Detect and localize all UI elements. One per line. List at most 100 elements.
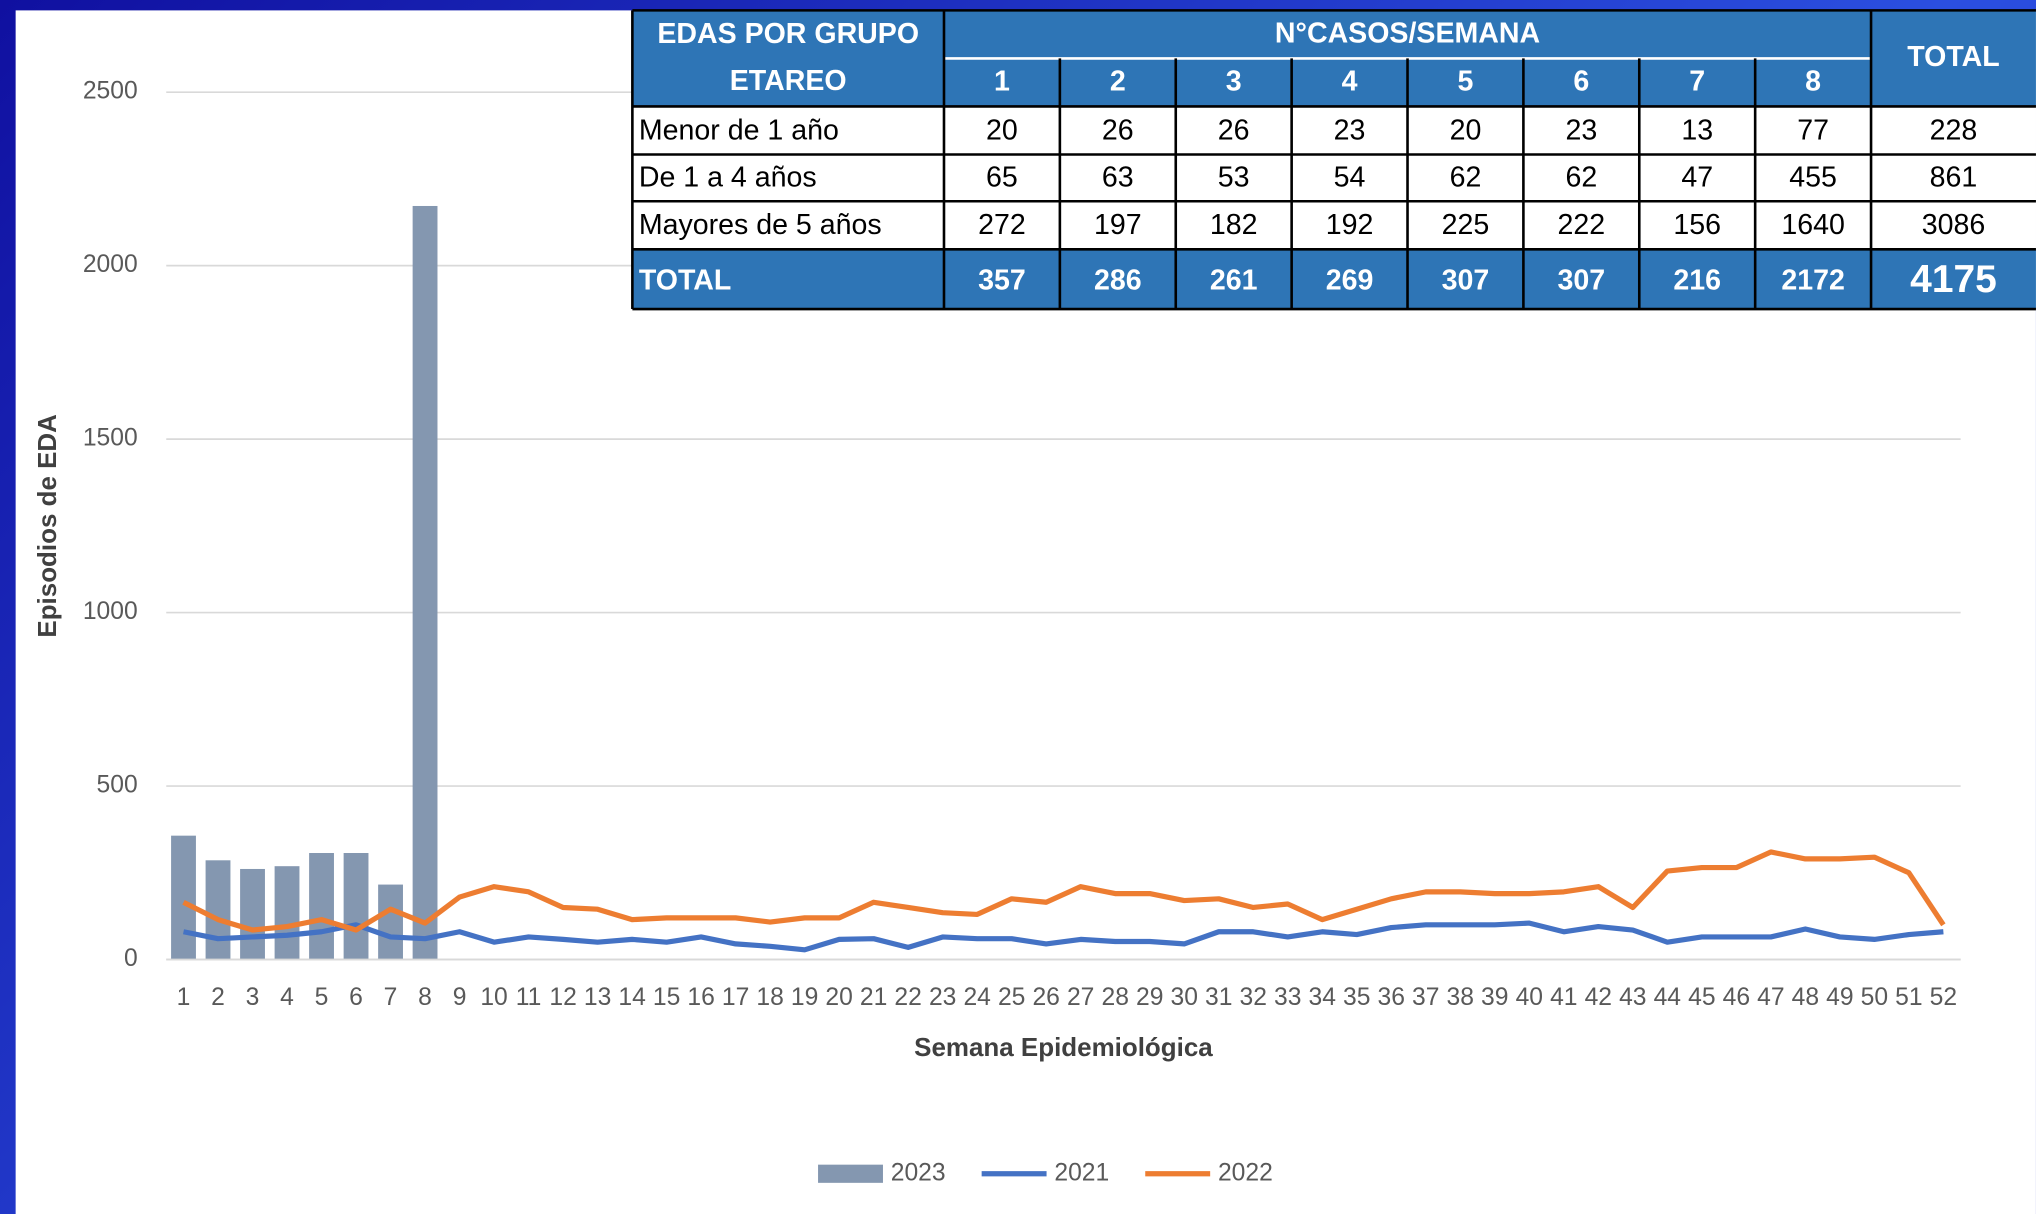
x-tick-label: 34	[1309, 984, 1336, 1011]
y-tick-label: 2000	[83, 251, 138, 278]
x-tick-label: 17	[722, 984, 749, 1011]
legend-swatch	[818, 1164, 883, 1183]
table-cell: 65	[986, 162, 1018, 194]
table-total-cell: 4175	[1910, 258, 1997, 301]
x-tick-label: 39	[1481, 984, 1508, 1011]
table-week: 6	[1573, 66, 1589, 98]
y-tick-label: 500	[97, 772, 138, 799]
x-tick-label: 49	[1826, 984, 1853, 1011]
table-cell: 3086	[1922, 209, 1986, 241]
table-total-cell: 286	[1094, 264, 1142, 296]
legend-label: 2023	[891, 1159, 946, 1186]
x-tick-label: 30	[1171, 984, 1198, 1011]
table-cell: 156	[1673, 209, 1721, 241]
x-tick-label: 50	[1861, 984, 1888, 1011]
table-week: 4	[1342, 66, 1358, 98]
table-cell: 861	[1930, 162, 1978, 194]
y-tick-label: 0	[124, 945, 138, 972]
bar	[412, 205, 438, 960]
bar	[240, 868, 265, 960]
x-tick-label: 6	[349, 984, 363, 1011]
table-cell: 23	[1334, 114, 1366, 146]
x-tick-label: 21	[860, 984, 887, 1011]
table-cell: 26	[1218, 114, 1250, 146]
x-tick-label: 41	[1550, 984, 1577, 1011]
bar	[205, 860, 231, 960]
x-tick-label: 27	[1067, 984, 1094, 1011]
table-total-cell: 2172	[1781, 264, 1845, 296]
table-total-cell: 261	[1210, 264, 1258, 296]
x-tick-label: 51	[1895, 984, 1922, 1011]
table-cell: 1640	[1781, 209, 1845, 241]
table-cell: 20	[1450, 114, 1482, 146]
table-total-cell: TOTAL	[639, 264, 732, 296]
x-tick-label: 16	[687, 984, 714, 1011]
table-week: 2	[1110, 66, 1126, 98]
y-tick-label: 2500	[83, 78, 138, 105]
bar	[171, 835, 196, 960]
x-tick-label: 15	[653, 984, 680, 1011]
bar	[378, 884, 403, 960]
x-tick-label: 11	[516, 984, 542, 1011]
table-cell: 26	[1102, 114, 1134, 146]
x-tick-label: 5	[315, 984, 329, 1011]
table-cell: Mayores de 5 años	[639, 209, 882, 241]
table-week: 7	[1689, 66, 1705, 98]
table-cell: 182	[1210, 209, 1258, 241]
x-tick-label: 40	[1516, 984, 1543, 1011]
x-tick-label: 12	[549, 984, 576, 1011]
table-cell: 228	[1930, 114, 1978, 146]
x-tick-label: 3	[246, 984, 260, 1011]
x-tick-label: 8	[418, 984, 432, 1011]
x-tick-label: 44	[1654, 984, 1681, 1011]
x-tick-label: 26	[1032, 984, 1059, 1011]
table-cell: 53	[1218, 162, 1250, 194]
x-tick-label: 23	[929, 984, 956, 1011]
x-tick-label: 35	[1343, 984, 1370, 1011]
table-body-bg	[632, 106, 2036, 250]
table-week: 5	[1458, 66, 1474, 98]
table-cell: 225	[1442, 209, 1490, 241]
x-tick-label: 14	[618, 984, 645, 1011]
x-tick-label: 52	[1930, 984, 1957, 1011]
line	[182, 849, 1946, 933]
bar	[274, 866, 300, 960]
table-cell: 192	[1326, 209, 1374, 241]
x-tick-label: 10	[480, 984, 507, 1011]
table-cell: 54	[1334, 162, 1366, 194]
x-tick-label: 43	[1619, 984, 1646, 1011]
y-tick-label: 1500	[83, 425, 138, 452]
table-cell: 62	[1450, 162, 1482, 194]
line	[182, 920, 1944, 953]
x-tick-label: 1	[177, 984, 191, 1011]
table-cell: 47	[1681, 162, 1713, 194]
table-week: 8	[1805, 66, 1821, 98]
x-tick-label: 42	[1585, 984, 1612, 1011]
x-tick-label: 20	[825, 984, 852, 1011]
y-tick-label: 1000	[83, 598, 138, 625]
table-cell: 13	[1681, 114, 1713, 146]
table-cell: De 1 a 4 años	[639, 162, 817, 194]
y-axis-title: Episodios de EDA	[32, 414, 62, 638]
table-weeks-header: N°CASOS/SEMANA	[1275, 18, 1540, 50]
table-cell: 77	[1797, 114, 1829, 146]
table-total-cell: 357	[978, 264, 1026, 296]
x-tick-label: 32	[1240, 984, 1267, 1011]
x-tick-label: 38	[1447, 984, 1474, 1011]
x-tick-label: 33	[1274, 984, 1301, 1011]
table-cell: 197	[1094, 209, 1142, 241]
table-cell: Menor de 1 año	[639, 114, 839, 146]
table-cell: 272	[978, 209, 1026, 241]
x-tick-label: 31	[1205, 984, 1232, 1011]
table-cell: 63	[1102, 162, 1134, 194]
x-tick-label: 18	[756, 984, 783, 1011]
table-total-cell: 216	[1673, 264, 1721, 296]
x-tick-label: 22	[894, 984, 921, 1011]
table-week: 3	[1226, 66, 1242, 98]
x-tick-label: 24	[963, 984, 990, 1011]
x-tick-label: 4	[280, 984, 294, 1011]
legend-label: 2022	[1218, 1159, 1273, 1186]
x-tick-label: 36	[1378, 984, 1405, 1011]
table-group-header: EDAS POR GRUPO ETAREO	[657, 18, 919, 97]
table-total-header: TOTAL	[1907, 41, 2000, 73]
